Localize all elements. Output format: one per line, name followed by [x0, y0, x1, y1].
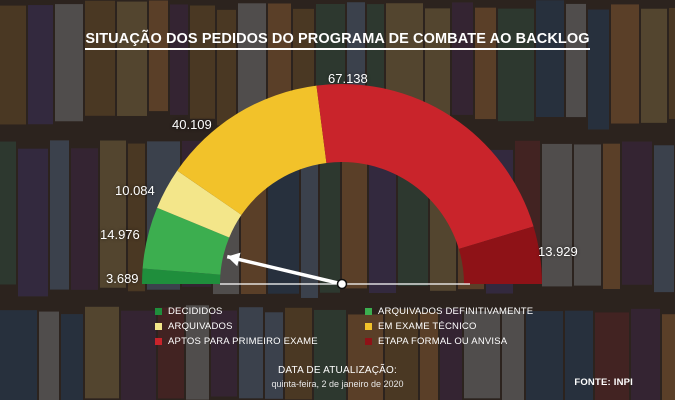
legend-item-etapa-formal-ou-anvisa: ETAPA FORMAL OU ANVISA — [365, 336, 507, 347]
chart-title: SITUAÇÃO DOS PEDIDOS DO PROGRAMA DE COMB… — [0, 31, 675, 50]
legend-swatch — [365, 338, 372, 345]
needle-hub — [336, 278, 348, 290]
legend-swatch — [365, 323, 372, 330]
needle-arrowhead — [227, 252, 241, 267]
legend-swatch — [365, 308, 372, 315]
gauge-segment-em-exame-t-cnico — [177, 85, 327, 215]
legend-item-aptos-para-primeiro-exame: APTOS PARA PRIMEIRO EXAME — [155, 336, 318, 347]
value-label-em-exame-tecnico: 40.109 — [172, 117, 212, 132]
gauge-segment-arquivados-definitivamente — [142, 207, 230, 275]
source-label: FONTE: INPI — [574, 377, 633, 388]
legend-item-em-exame-tecnico: EM EXAME TÉCNICO — [365, 321, 477, 332]
gauge-segment-decididos — [142, 268, 221, 284]
gauge-segment-arquivados — [157, 170, 242, 238]
legend-swatch — [155, 308, 162, 315]
update-date: quinta-feira, 2 de janeiro de 2020 — [271, 379, 404, 389]
value-label-aptos-para-primeiro-exame: 67.138 — [328, 71, 368, 86]
legend-item-arquivados: ARQUIVADOS — [155, 321, 233, 332]
value-label-etapa-formal-ou-anvisa: 13.929 — [538, 244, 578, 259]
gauge-segment-aptos-para-primeiro-exame — [316, 84, 534, 249]
legend-swatch — [155, 323, 162, 330]
legend-swatch — [155, 338, 162, 345]
value-label-arquivados: 10.084 — [115, 183, 155, 198]
legend-item-arquivados-definitivamente: ARQUIVADOS DEFINITIVAMENTE — [365, 306, 533, 317]
update-label: DATA DE ATUALIZAÇÃO: — [277, 365, 398, 376]
gauge-needle — [226, 252, 348, 290]
needle-line — [226, 254, 343, 286]
value-label-decididos: 3.689 — [106, 271, 139, 286]
gauge-segment-etapa-formal-ou-anvisa — [458, 226, 542, 284]
legend-item-decididos: DECIDIDOS — [155, 306, 223, 317]
value-label-arquivados-definitivamente: 14.976 — [100, 227, 140, 242]
